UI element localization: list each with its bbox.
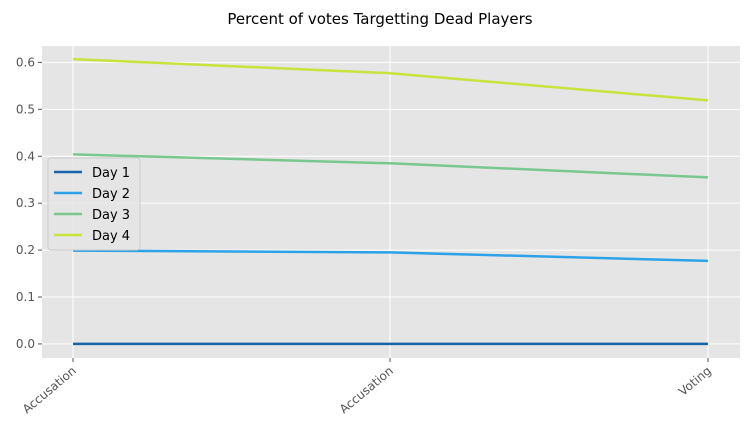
- series-line-day-2: [72, 249, 709, 263]
- legend-label: Day 4: [92, 229, 130, 244]
- legend-label: Day 1: [92, 166, 130, 181]
- y-tick-label: 0.2: [16, 243, 35, 257]
- series-line-day-3: [72, 153, 709, 179]
- chart-title: Percent of votes Targetting Dead Players: [227, 10, 532, 28]
- series-lines: [72, 57, 709, 346]
- x-axis: Accusation Accusation Voting: [20, 358, 714, 416]
- legend-label: Day 2: [92, 187, 130, 202]
- plot-area: [42, 46, 740, 358]
- y-tick-label: 0.6: [16, 55, 35, 69]
- y-tick-label: 0.1: [16, 290, 35, 304]
- legend: Day 1 Day 2 Day 3 Day 4: [47, 157, 141, 251]
- legend-label: Day 3: [92, 208, 130, 223]
- y-tick-label: 0.0: [16, 337, 35, 351]
- x-tick-label: Accusation: [337, 364, 396, 417]
- x-tick-label: Accusation: [20, 364, 79, 417]
- series-line-day-4: [72, 57, 709, 102]
- y-tick-label: 0.3: [16, 196, 35, 210]
- y-tick-label: 0.5: [16, 102, 35, 116]
- y-axis: 0.0 0.1 0.2 0.3 0.4 0.5 0.6: [16, 55, 42, 351]
- y-tick-label: 0.4: [16, 149, 35, 163]
- x-tick-label: Voting: [676, 364, 714, 399]
- legend-box: [47, 157, 141, 251]
